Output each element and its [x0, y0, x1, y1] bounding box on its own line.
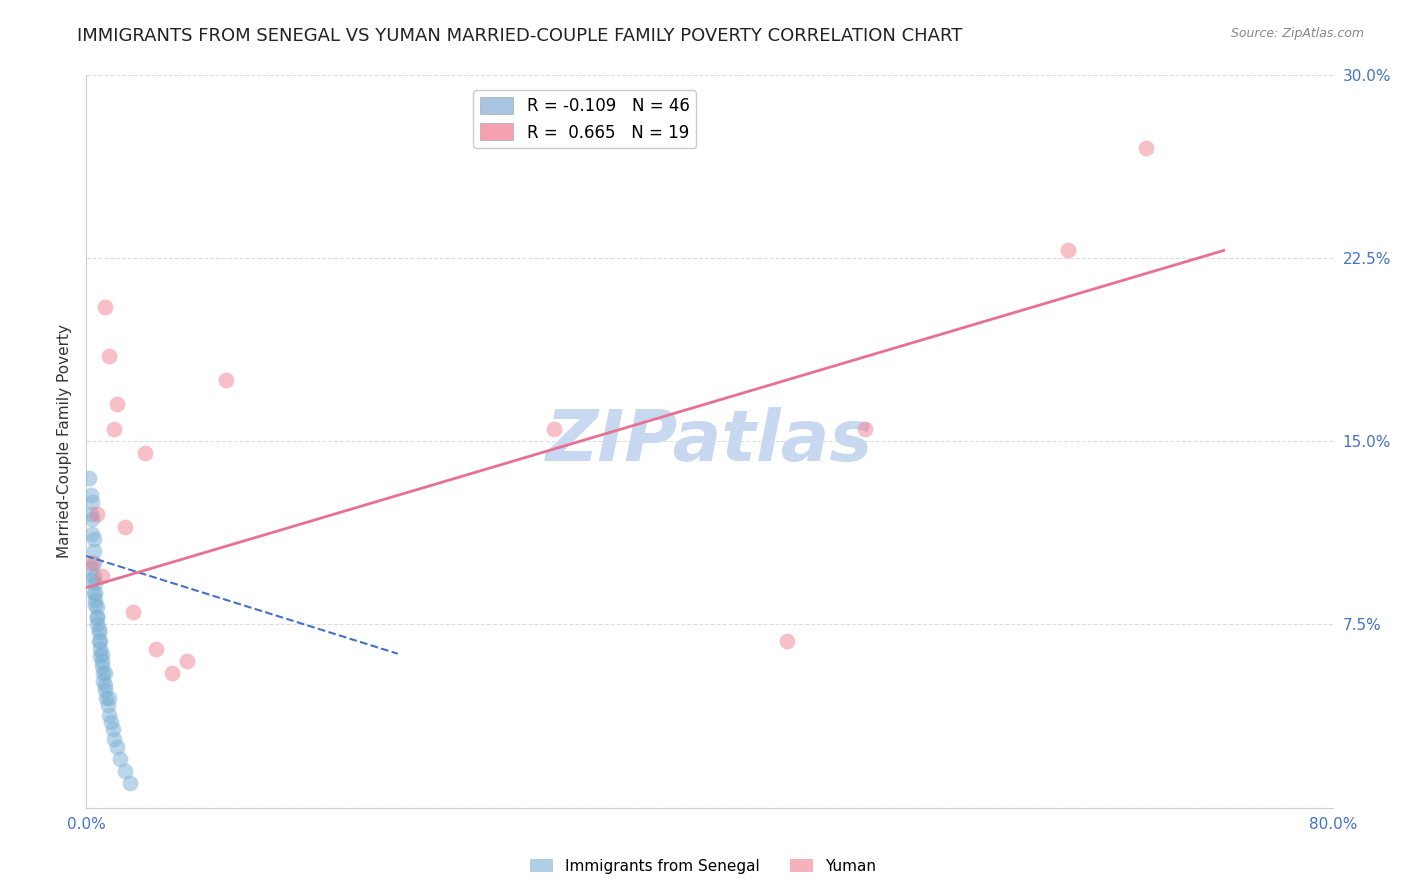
- Point: [84, 585, 107, 599]
- Point: [1135, 141, 1157, 155]
- Point: [86, 508, 108, 522]
- Point: [82, 574, 104, 588]
- Point: [776, 634, 799, 648]
- Point: [84, 598, 107, 612]
- Point: [77, 471, 100, 485]
- Point: [90, 568, 112, 582]
- Point: [98, 349, 121, 363]
- Point: [97, 698, 120, 712]
- Text: Source: ZipAtlas.com: Source: ZipAtlas.com: [1230, 27, 1364, 40]
- Point: [94, 678, 117, 692]
- Point: [83, 585, 105, 599]
- Point: [86, 610, 108, 624]
- Point: [89, 634, 111, 648]
- Point: [83, 556, 105, 570]
- Point: [103, 422, 125, 436]
- Point: [103, 732, 125, 747]
- Point: [160, 666, 183, 681]
- Point: [543, 422, 565, 436]
- Legend: R = -0.109   N = 46, R =  0.665   N = 19: R = -0.109 N = 46, R = 0.665 N = 19: [474, 90, 696, 148]
- Point: [114, 764, 136, 778]
- Text: ZIPatlas: ZIPatlas: [546, 407, 873, 475]
- Point: [90, 654, 112, 668]
- Point: [94, 666, 117, 681]
- Point: [80, 488, 103, 502]
- Point: [91, 666, 114, 681]
- Point: [105, 397, 128, 411]
- Point: [101, 723, 124, 737]
- Point: [215, 373, 238, 387]
- Point: [853, 422, 876, 436]
- Legend: Immigrants from Senegal, Yuman: Immigrants from Senegal, Yuman: [523, 853, 883, 880]
- Point: [83, 568, 105, 582]
- Point: [82, 495, 104, 509]
- Point: [91, 673, 114, 688]
- Point: [82, 556, 104, 570]
- Point: [86, 617, 108, 632]
- Point: [90, 647, 112, 661]
- Point: [176, 654, 198, 668]
- Point: [121, 605, 143, 619]
- Point: [94, 683, 117, 698]
- Point: [98, 690, 121, 705]
- Point: [94, 300, 117, 314]
- Point: [98, 707, 121, 722]
- Point: [114, 519, 136, 533]
- Point: [87, 622, 110, 636]
- Point: [84, 575, 107, 590]
- Point: [87, 634, 110, 648]
- Point: [100, 715, 122, 730]
- Point: [118, 776, 141, 790]
- Y-axis label: Married-Couple Family Poverty: Married-Couple Family Poverty: [58, 324, 72, 558]
- Point: [87, 624, 110, 639]
- Point: [82, 512, 104, 526]
- Point: [83, 532, 105, 546]
- Point: [82, 527, 104, 541]
- Point: [1056, 244, 1078, 258]
- Point: [86, 610, 108, 624]
- Point: [134, 446, 156, 460]
- Point: [83, 544, 105, 558]
- Point: [86, 600, 108, 615]
- Point: [96, 690, 118, 705]
- Point: [80, 508, 103, 522]
- Point: [105, 739, 128, 754]
- Point: [110, 752, 132, 766]
- Point: [84, 593, 107, 607]
- Text: IMMIGRANTS FROM SENEGAL VS YUMAN MARRIED-COUPLE FAMILY POVERTY CORRELATION CHART: IMMIGRANTS FROM SENEGAL VS YUMAN MARRIED…: [77, 27, 963, 45]
- Point: [80, 561, 103, 575]
- Point: [89, 649, 111, 664]
- Point: [145, 641, 167, 656]
- Point: [89, 641, 111, 656]
- Point: [90, 659, 112, 673]
